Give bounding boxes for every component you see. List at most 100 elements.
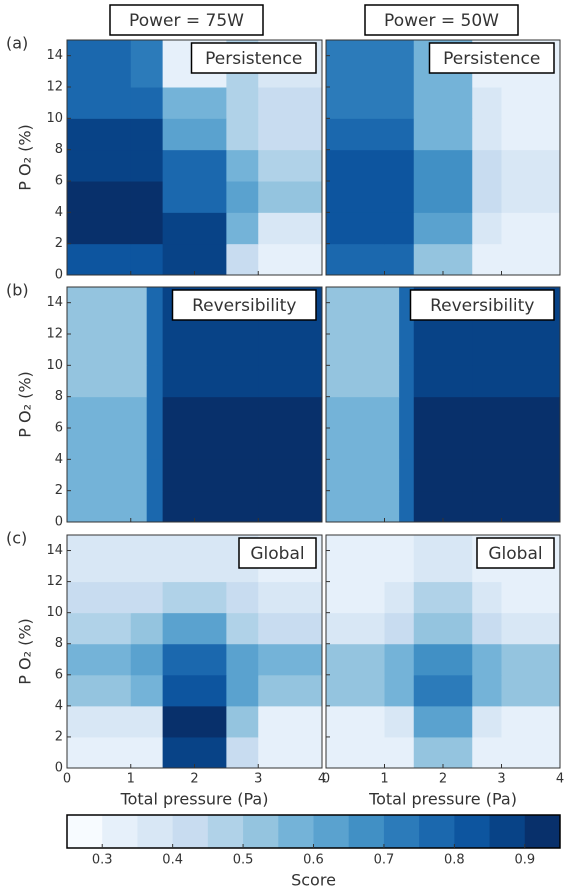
heat-cell [501,428,561,460]
heat-cell [226,365,259,398]
heat-cell [258,87,323,119]
panel-title: Reversibility [192,296,296,316]
heat-cell [472,334,502,366]
heat-cell [326,287,400,335]
row-label: (b) [6,281,29,300]
heat-cell [326,243,385,276]
heat-cell [162,365,227,398]
heat-cell [67,428,148,460]
heat-cell [67,181,132,213]
colorbar-segment [102,815,138,848]
heat-cell [67,118,132,151]
heat-cell [130,87,164,119]
heat-cell [130,535,164,583]
heat-cell [501,705,561,738]
heat-cell [258,643,323,676]
heat-cell [326,643,385,676]
row-label: (c) [6,529,27,548]
heat-cell [67,149,132,182]
heat-cell [399,428,415,460]
heat-cell [146,365,164,398]
colorbar-segment [313,815,350,848]
panel-title: Global [250,544,304,564]
y-tick-label: 8 [55,389,63,404]
heat-cell [413,118,473,151]
x-axis-label: Total pressure (Pa) [120,790,269,809]
heat-cell [146,287,164,335]
heat-cell [472,674,502,707]
colorbar-label: Score [291,871,336,890]
heat-cell [67,643,132,676]
heat-cell [146,428,164,460]
heat-cell [130,612,164,645]
heat-cell [67,674,132,707]
heat-cell [413,535,473,583]
colorbar-tick-label: 0.9 [514,853,535,868]
colorbar-segment [489,815,526,848]
heat-cell [472,365,502,398]
heat-cell [130,643,164,676]
colorbar-segment [348,815,385,848]
heat-cell [67,581,132,614]
x-tick-label: 2 [439,772,447,787]
column-title-box [364,4,519,36]
heat-cell [226,149,259,182]
heat-cell [130,736,164,769]
y-tick-label: 0 [55,268,63,283]
heat-cell [472,118,502,151]
heat-cell [130,118,164,151]
heat-cell [472,428,502,460]
heat-cell [258,365,323,398]
heat-cell [67,705,132,738]
y-tick-label: 10 [46,605,63,620]
heat-cell [501,490,561,523]
y-axis-label: P O₂ (%) [16,124,35,191]
x-tick-label: 4 [318,772,326,787]
heat-cell [384,736,415,769]
colorbar-tick-label: 0.3 [92,853,113,868]
y-axis-label: P O₂ (%) [16,618,35,685]
panel-title: Persistence [443,49,540,69]
heat-cell [162,118,227,151]
heat-cell [226,459,259,492]
colorbar-segment [172,815,209,848]
heat-cell [67,334,148,366]
heat-cell [162,149,227,182]
heat-cell [258,181,323,213]
heat-cell [384,181,415,213]
colorbar-segment [278,815,314,848]
heat-cell [413,736,473,769]
heat-cell [472,643,502,676]
heat-cell [130,40,164,88]
heat-cell [384,87,415,119]
colorbar-tick-label: 0.6 [303,853,324,868]
heat-cell [501,581,561,614]
x-tick-label: 4 [556,772,564,787]
heat-cell [501,612,561,645]
heat-cell [258,428,323,460]
heat-cell [384,535,415,583]
heat-cell [472,581,502,614]
heat-cell [162,87,227,119]
heat-cell [413,396,473,429]
y-tick-label: 10 [46,358,63,373]
y-tick-label: 6 [55,667,63,682]
heat-cell [258,243,323,276]
heat-cell [226,428,259,460]
heat-cell [258,396,323,429]
heat-cell [326,212,385,245]
colorbar-segment [383,815,420,848]
heat-cell [226,334,259,366]
heat-cell [226,643,259,676]
heat-cell [472,149,502,182]
row-label: (a) [6,34,28,53]
y-tick-label: 6 [55,421,63,436]
heat-cell [130,705,164,738]
heat-cell [472,212,502,245]
colorbar-segment [137,815,174,848]
heat-cell [162,612,227,645]
heat-cell [501,396,561,429]
heat-cell [326,87,385,119]
colorbar-tick-label: 0.8 [444,853,465,868]
